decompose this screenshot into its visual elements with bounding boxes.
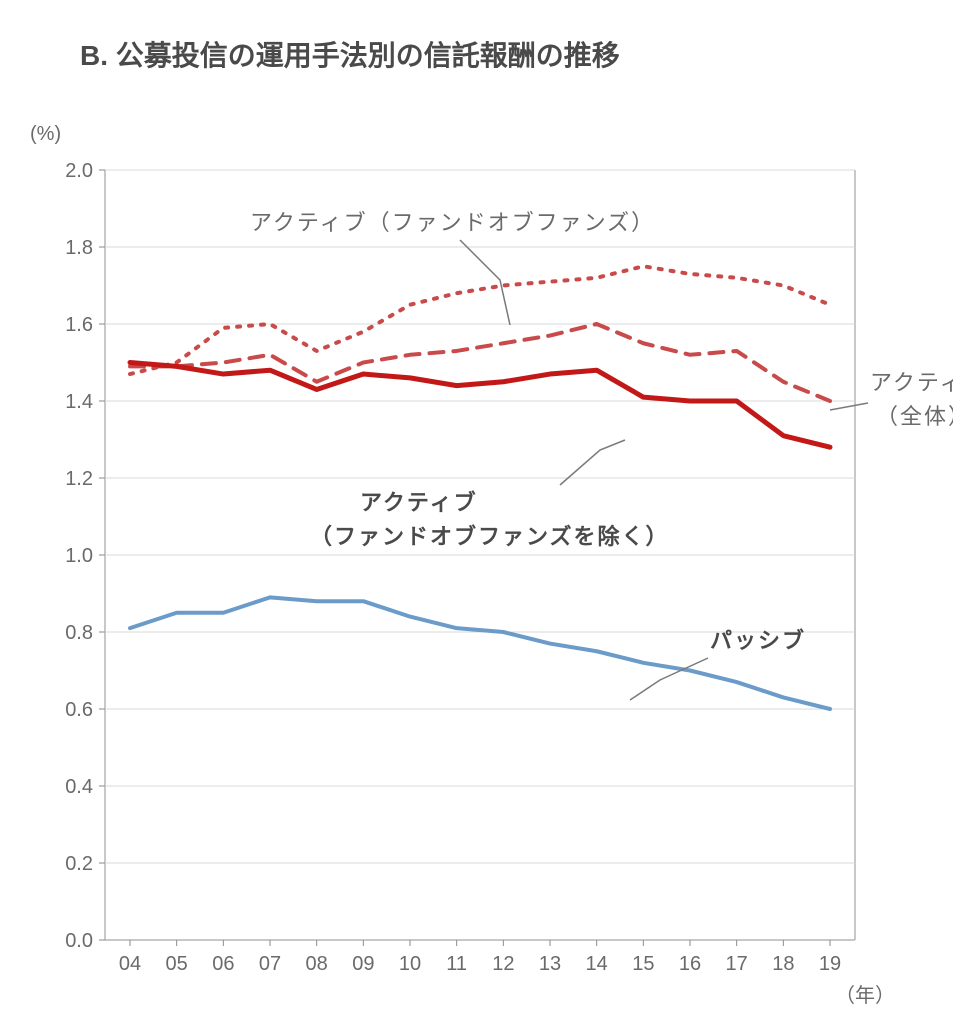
y-tick-label: 0.0 bbox=[65, 930, 93, 952]
label-active-all-1: アクティブ bbox=[870, 370, 953, 395]
y-tick-label: 0.4 bbox=[65, 776, 93, 798]
x-tick-label: 07 bbox=[259, 953, 281, 975]
y-tick-label: 1.6 bbox=[65, 314, 93, 336]
x-tick-label: 08 bbox=[306, 953, 328, 975]
x-tick-label: 19 bbox=[819, 953, 841, 975]
series-active_all bbox=[130, 324, 830, 401]
x-tick-label: 06 bbox=[212, 953, 234, 975]
y-tick-label: 1.8 bbox=[65, 237, 93, 259]
label-active-all-2: （全体） bbox=[876, 404, 953, 429]
label-active-fof: アクティブ（ファンドオブファンズ） bbox=[250, 210, 655, 235]
x-tick-label: 14 bbox=[586, 953, 608, 975]
x-tick-label: 17 bbox=[726, 953, 748, 975]
series-active_fof bbox=[130, 266, 830, 374]
y-axis-unit: (%) bbox=[30, 123, 61, 145]
y-tick-label: 2.0 bbox=[65, 160, 93, 182]
x-tick-label: 12 bbox=[492, 953, 514, 975]
y-tick-label: 0.2 bbox=[65, 853, 93, 875]
x-tick-label: 16 bbox=[679, 953, 701, 975]
series-active_ex_fof bbox=[130, 363, 830, 448]
y-tick-label: 0.6 bbox=[65, 699, 93, 721]
x-axis-unit: （年） bbox=[835, 984, 895, 1004]
x-tick-label: 13 bbox=[539, 953, 561, 975]
y-tick-label: 1.4 bbox=[65, 391, 93, 413]
x-tick-label: 09 bbox=[352, 953, 374, 975]
leader-active-all bbox=[830, 403, 868, 410]
line-chart: B. 公募投信の運用手法別の信託報酬の推移 (%) （年） 0.0 0.2 0.4 0.6 0… bbox=[20, 20, 953, 1004]
x-tick-label: 10 bbox=[399, 953, 421, 975]
leader-active-fof bbox=[460, 240, 510, 325]
label-active-exfof-1: アクティブ bbox=[360, 490, 478, 515]
chart-container: B. 公募投信の運用手法別の信託報酬の推移 (%) （年） 0.0 0.2 0.4 0.6 0… bbox=[20, 20, 953, 1004]
label-passive: パッシブ bbox=[710, 628, 806, 653]
chart-title: B. 公募投信の運用手法別の信託報酬の推移 bbox=[80, 39, 620, 71]
x-tick-label: 11 bbox=[446, 953, 467, 975]
y-tick-label: 0.8 bbox=[65, 622, 93, 644]
label-active-exfof-2: （ファンドオブファンズを除く） bbox=[310, 524, 670, 549]
x-tick-label: 15 bbox=[632, 953, 654, 975]
x-tick-label: 04 bbox=[119, 953, 141, 975]
series-passive bbox=[130, 597, 830, 709]
x-tick-label: 18 bbox=[772, 953, 794, 975]
y-tick-label: 1.2 bbox=[65, 468, 93, 490]
y-tick-label: 1.0 bbox=[65, 545, 93, 567]
x-tick-label: 05 bbox=[166, 953, 188, 975]
